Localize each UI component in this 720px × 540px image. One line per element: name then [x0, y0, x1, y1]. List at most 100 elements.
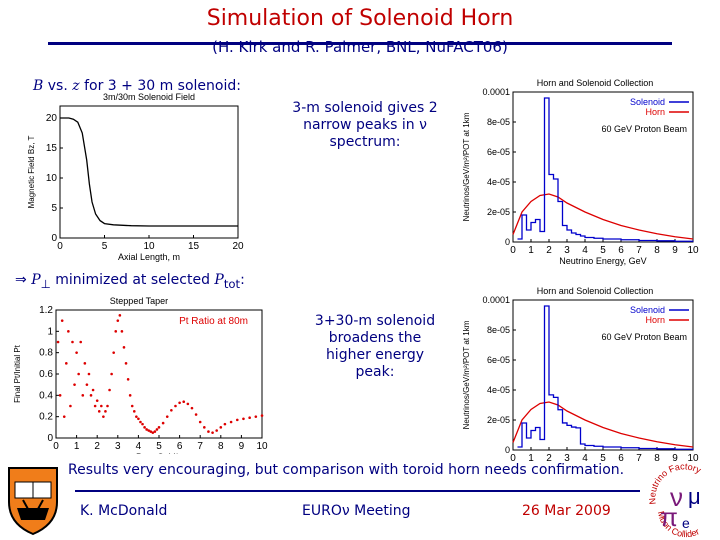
- y-tick-label: 0: [505, 237, 510, 247]
- scatter-point: [151, 431, 155, 434]
- scatter-point: [178, 401, 181, 405]
- x-tick-label: 2: [94, 441, 100, 452]
- scatter-point: [248, 416, 251, 420]
- scatter-point: [124, 362, 128, 365]
- svg-text:e: e: [682, 515, 690, 531]
- note-33m: 3+30-m solenoid broadens the higher ener…: [314, 313, 436, 380]
- scatter-point: [62, 415, 66, 418]
- slide-title: Simulation of Solenoid Horn: [206, 6, 514, 31]
- x-tick-label: 6: [618, 453, 624, 464]
- x-tick-label: 3: [564, 245, 570, 256]
- plot-frame: [55, 309, 263, 439]
- y-tick-label: 5: [51, 203, 57, 214]
- scatter-point: [207, 430, 210, 433]
- beam-annotation: 60 GeV Proton Beam: [601, 332, 687, 342]
- scatter-point: [254, 415, 258, 418]
- y-tick-label: 2e-05: [487, 207, 510, 217]
- scatter-point: [79, 340, 83, 344]
- scatter-point: [141, 422, 144, 426]
- x-tick-label: 6: [618, 245, 624, 256]
- y-tick-label: 10: [46, 173, 58, 184]
- scatter-point: [170, 408, 173, 412]
- x-tick-label: 0: [53, 441, 59, 452]
- scatter-point: [71, 340, 74, 344]
- scatter-point: [203, 426, 206, 429]
- chart-title: Horn and Solenoid Collection: [537, 286, 654, 296]
- scatter-point: [137, 417, 140, 421]
- scatter-point: [65, 362, 68, 365]
- scatter-point: [91, 388, 95, 392]
- scatter-point: [100, 404, 103, 408]
- solenoid-33m-chart: Horn and Solenoid Collection 0 1 2 3 4 5 6 7 8 9 10…: [462, 286, 699, 464]
- scatter-point: [85, 383, 89, 386]
- conclusion-text: Results very encouraging, but comparison…: [68, 462, 625, 478]
- x-tick-label: 1: [74, 441, 80, 452]
- bz-plot-caption: B vs. z for 3 + 30 m solenoid:: [33, 78, 241, 94]
- pt-caption: ⇒ P⊥ minimized at selected Ptot:: [15, 272, 245, 291]
- y-tick-label: 15: [46, 143, 58, 154]
- beam-annotation: 60 GeV Proton Beam: [601, 124, 687, 134]
- scatter-point: [110, 372, 113, 376]
- x-tick-label: 0: [57, 241, 63, 252]
- x-tick-label: 4: [136, 441, 142, 452]
- scatter-point: [73, 383, 76, 386]
- y-tick-label: 0: [51, 233, 57, 244]
- x-tick-label: 1: [528, 245, 534, 256]
- scatter-point: [135, 415, 138, 418]
- legend-horn-label: Horn: [645, 315, 665, 325]
- scatter-point: [132, 410, 136, 413]
- y-tick-label: 8e-05: [487, 117, 510, 127]
- y-tick-label: 8e-05: [487, 325, 510, 335]
- x-tick-label: 9: [672, 245, 678, 256]
- y-axis-label: Neutrinos/GeV/m²/POT at 1km: [462, 112, 471, 221]
- x-tick-label: 20: [232, 241, 244, 252]
- princeton-shield-logo: [8, 467, 58, 536]
- scatter-point: [116, 319, 120, 322]
- x-tick-label: 2: [546, 453, 552, 464]
- scatter-point: [104, 410, 107, 413]
- scatter-point: [126, 378, 130, 381]
- scatter-point: [67, 330, 70, 333]
- y-tick-label: 1.2: [39, 305, 53, 316]
- x-tick-label: 9: [239, 441, 245, 452]
- x-tick-label: 10: [687, 245, 699, 256]
- scatter-point: [229, 420, 233, 424]
- scatter-point: [95, 399, 99, 402]
- svg-text:π: π: [660, 502, 678, 532]
- footer-author: K. McDonald: [80, 503, 168, 519]
- x-tick-label: 7: [636, 453, 642, 464]
- pt-ratio-annotation: Pt Ratio at 80m: [179, 316, 248, 327]
- plot-frame: [59, 105, 239, 239]
- scatter-point: [143, 426, 146, 429]
- scatter-point: [102, 415, 105, 418]
- scatter-point: [128, 394, 132, 397]
- y-tick-label: 0.4: [39, 390, 53, 401]
- y-tick-label: 4e-05: [487, 385, 510, 395]
- y-tick-label: 20: [46, 113, 58, 124]
- scatter-point: [242, 417, 245, 421]
- scatter-point: [118, 314, 122, 317]
- scatter-point: [174, 404, 177, 408]
- scatter-point: [190, 406, 194, 410]
- scatter-point: [235, 418, 239, 422]
- scatter-point: [155, 428, 159, 431]
- y-tick-label: 0.0001: [482, 87, 510, 97]
- note-3m: 3-m solenoid gives 2 narrow peaks in ν s…: [292, 100, 438, 150]
- y-axis-label: Final Pt/Initial Pt: [13, 344, 22, 403]
- x-tick-label: 4: [582, 245, 588, 256]
- scatter-point: [75, 351, 78, 354]
- x-tick-label: 10: [687, 453, 699, 464]
- x-tick-label: 0: [510, 245, 516, 256]
- x-tick-label: 0: [510, 453, 516, 464]
- y-tick-label: 0.8: [39, 348, 53, 359]
- y-tick-label: 6e-05: [487, 355, 510, 365]
- footer-date: 26 Mar 2009: [522, 503, 611, 519]
- x-tick-label: 3: [564, 453, 570, 464]
- scatter-point: [69, 404, 72, 408]
- footer-rule: [75, 490, 640, 492]
- scatter-point: [87, 372, 91, 376]
- title-rule: [48, 42, 672, 45]
- scatter-point: [161, 421, 165, 425]
- x-tick-label: 6: [177, 441, 183, 452]
- x-tick-label: 10: [256, 441, 268, 452]
